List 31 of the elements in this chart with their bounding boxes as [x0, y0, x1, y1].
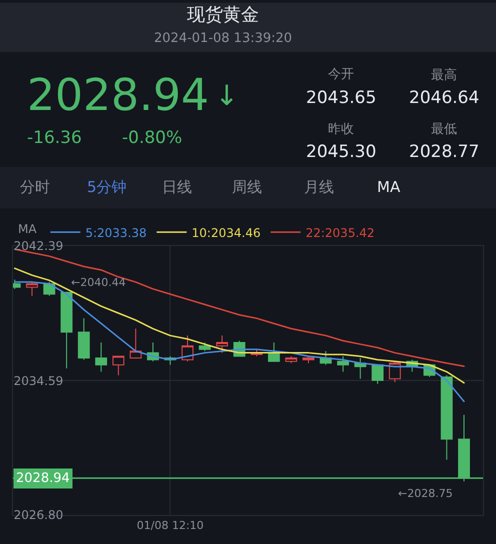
text: 最高 [431, 67, 457, 83]
chart-title: 现货黄金 [187, 4, 259, 26]
text: 2028.94 [27, 70, 209, 121]
legend-label: 10:2034.46 [192, 226, 261, 240]
text: 5分钟 [87, 178, 127, 196]
y-tick-label: 2042.39 [14, 239, 64, 254]
y-tick-label: 2034.59 [14, 374, 64, 388]
y-tick-label: 2026.80 [14, 508, 64, 522]
text: 日线 [162, 178, 192, 196]
annotation: ←2040.44 [71, 276, 126, 289]
text: MA [377, 178, 401, 196]
legend-title: MA [18, 222, 38, 236]
text: ↓ [215, 79, 238, 112]
text: 昨收 [328, 122, 354, 137]
text: 最低 [431, 122, 457, 137]
text: 周线 [232, 178, 262, 196]
text: -16.36 [27, 128, 82, 148]
x-tick-label: 01/08 12:10 [136, 519, 204, 532]
ref-line-label: 2028.94 [16, 471, 70, 486]
text: 2045.30 [306, 142, 376, 162]
text: 月线 [304, 178, 334, 196]
text: 今开 [328, 67, 354, 82]
text: -0.80% [122, 128, 182, 148]
text: 分时 [20, 178, 50, 196]
chart-subtitle: 2024-01-08 13:39:20 [154, 31, 292, 46]
legend-label: 5:2033.38 [85, 226, 147, 240]
text: 2046.64 [409, 88, 480, 108]
text: 2028.77 [409, 142, 480, 162]
text: 2043.65 [306, 88, 376, 108]
annotation: ←2028.75 [398, 487, 453, 500]
legend-label: 22:2035.42 [306, 226, 375, 240]
